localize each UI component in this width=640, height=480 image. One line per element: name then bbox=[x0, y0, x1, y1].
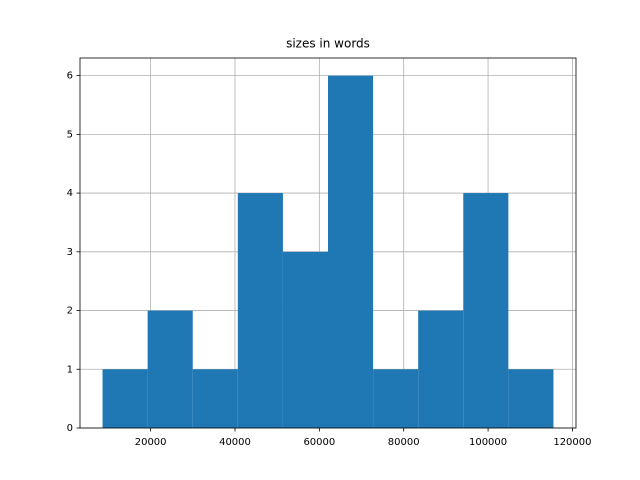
y-tick-label: 0 bbox=[67, 423, 73, 434]
bar bbox=[192, 369, 238, 428]
bar bbox=[508, 369, 554, 428]
x-tick-label: 20000 bbox=[135, 437, 167, 448]
x-tick-label: 40000 bbox=[219, 437, 251, 448]
bar bbox=[147, 310, 193, 428]
y-tick-label: 5 bbox=[67, 129, 73, 140]
x-tick-label: 100000 bbox=[469, 437, 507, 448]
axes: 20000 40000 60000 80000 100000 120000 0 1 2 3 4 5 6 bbox=[67, 57, 592, 448]
x-tick-label: 80000 bbox=[388, 437, 420, 448]
y-tick-label: 4 bbox=[67, 188, 73, 199]
bar bbox=[102, 369, 148, 428]
bars bbox=[102, 75, 554, 428]
bar bbox=[282, 251, 328, 428]
y-tick-label: 2 bbox=[67, 306, 73, 317]
plot-frame bbox=[79, 57, 577, 429]
y-tick-label: 3 bbox=[67, 247, 73, 258]
x-tick-label: 60000 bbox=[303, 437, 335, 448]
chart-title: sizes in words bbox=[286, 37, 370, 51]
y-tick-label: 1 bbox=[67, 364, 73, 375]
y-tick-label: 6 bbox=[67, 71, 73, 82]
bar bbox=[463, 193, 509, 428]
bar bbox=[418, 310, 464, 428]
bar bbox=[237, 193, 283, 428]
x-tick-label: 120000 bbox=[553, 437, 591, 448]
bar bbox=[328, 75, 374, 428]
bar bbox=[373, 369, 419, 428]
